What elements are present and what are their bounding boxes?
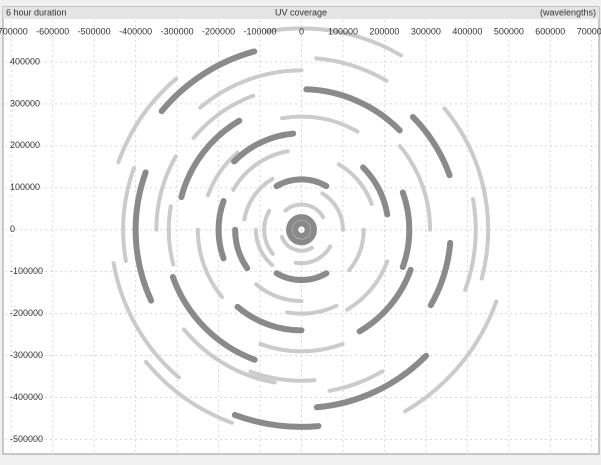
uv-track (280, 234, 314, 253)
uv-track (336, 162, 374, 206)
uv-track (356, 266, 414, 335)
x-tick-label: -600000 (36, 26, 69, 36)
duration: 6 hour duration (6, 7, 67, 17)
uv-track (198, 68, 304, 110)
x-tick-label: 500000 (494, 26, 524, 36)
uv-track (254, 282, 304, 304)
y-tick-label: -200000 (10, 308, 43, 318)
chart-title: UV coverage (275, 7, 327, 17)
x-tick-label: 700000 (577, 26, 601, 36)
plot (5, 20, 598, 452)
uv-track (231, 411, 322, 430)
uv-track (143, 359, 235, 425)
uv-track (178, 117, 243, 201)
x-tick-label: 100000 (328, 26, 358, 36)
x-tick-label: 600000 (535, 26, 565, 36)
uv-track (399, 189, 413, 271)
uv-track (292, 220, 311, 240)
uv-track (409, 114, 453, 179)
uv-track (347, 227, 366, 273)
x-tick-label: 300000 (411, 26, 441, 36)
x-tick-label: -300000 (161, 26, 194, 36)
uv-track (397, 144, 433, 232)
uv-track (158, 48, 258, 115)
x-tick-label: -700000 (0, 26, 28, 36)
uv-track (320, 191, 345, 232)
uv-track (181, 327, 277, 385)
uv-track (285, 303, 339, 316)
uv-track (166, 204, 176, 267)
uv-track (286, 214, 317, 246)
uv-track (283, 202, 326, 220)
y-tick-label: -500000 (10, 434, 43, 444)
uv-track (231, 149, 290, 192)
uv-track (205, 150, 240, 198)
uv-track (232, 226, 251, 272)
uv-track (262, 208, 275, 256)
uv-track (116, 76, 179, 165)
uv-track (258, 342, 345, 354)
y-tick-label: 300000 (10, 98, 40, 108)
y-tick-label: 100000 (10, 182, 40, 192)
y-tick-label: -100000 (10, 266, 43, 276)
uv-track (154, 154, 178, 232)
uv-track (314, 56, 389, 83)
uv-track (234, 303, 305, 334)
uv-track (273, 270, 330, 283)
y-tick-label: 200000 (10, 140, 40, 150)
uv-track (121, 166, 136, 264)
uv-track (403, 299, 499, 414)
uv-track (360, 164, 391, 218)
uv-track (169, 274, 258, 363)
uv-track (215, 198, 227, 262)
uv-track (280, 114, 360, 134)
uv-track (427, 239, 454, 309)
y-tick-label: 0 (10, 224, 15, 234)
y-tick-label: -400000 (10, 392, 43, 402)
uv-track (345, 259, 390, 312)
x-tick-label: -400000 (119, 26, 152, 36)
uv-track (191, 93, 256, 141)
uv-track (132, 169, 155, 304)
uv-track (231, 130, 297, 165)
uv-track (327, 369, 385, 393)
uv-track (479, 178, 491, 281)
y-tick-label: -300000 (10, 350, 43, 360)
uv-track (242, 176, 275, 222)
x-tick-label: 200000 (369, 26, 399, 36)
y-tick-label: 400000 (10, 56, 40, 66)
uv-track (195, 227, 225, 300)
header-bar (3, 7, 599, 19)
uv-track (463, 197, 478, 292)
x-tick-label: -100000 (244, 26, 277, 36)
x-tick-label: 0 (299, 26, 304, 36)
units: (wavelengths) (540, 7, 596, 17)
uv-track (253, 227, 275, 268)
uv-track (293, 244, 333, 266)
uv-track (313, 352, 430, 411)
uv-track (303, 86, 403, 134)
uv-track (264, 26, 404, 58)
x-tick-label: -500000 (78, 26, 111, 36)
uv-track (111, 261, 181, 380)
uv-track (273, 176, 330, 190)
x-tick-label: -200000 (202, 26, 235, 36)
x-tick-label: 400000 (452, 26, 482, 36)
uv-track (248, 369, 317, 383)
